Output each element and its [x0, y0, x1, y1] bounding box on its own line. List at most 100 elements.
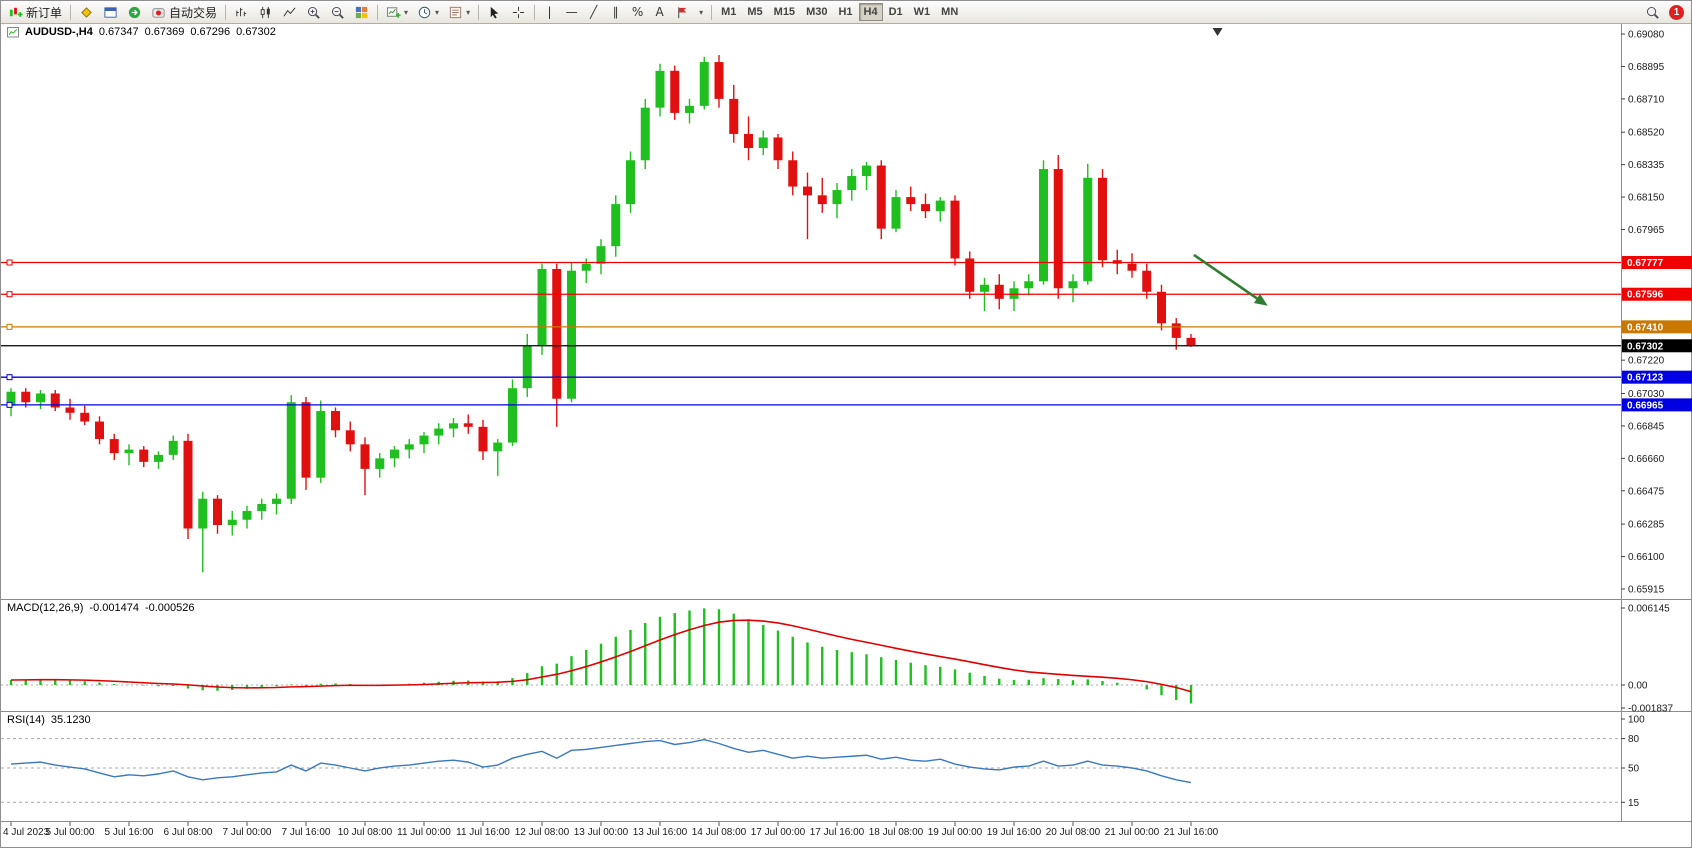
- autotrade-button[interactable]: 自动交易: [147, 3, 221, 22]
- trendline-icon: ╱: [589, 5, 598, 19]
- shapes-button[interactable]: ▾: [695, 3, 707, 22]
- tab-timeframe-mn[interactable]: MN: [936, 3, 963, 21]
- price-tick-label: 0.66660: [1628, 454, 1665, 465]
- crosshair-button[interactable]: [507, 3, 530, 22]
- autotrade-label: 自动交易: [169, 5, 218, 20]
- time-axis[interactable]: [10, 822, 1192, 826]
- caret-down-icon: ▾: [699, 7, 704, 17]
- cursor-button[interactable]: [483, 3, 506, 22]
- horizontal-line-button[interactable]: —: [561, 3, 582, 22]
- toolbar-separator: [377, 4, 379, 20]
- time-tick-label: 17 Jul 00:00: [751, 827, 806, 838]
- fibonacci-icon: %: [631, 5, 644, 19]
- tab-timeframe-d1[interactable]: D1: [884, 3, 908, 21]
- indicators-button[interactable]: ▾: [382, 3, 412, 22]
- time-tick-label: 7 Jul 16:00: [282, 827, 331, 838]
- tab-timeframe-m5[interactable]: M5: [742, 3, 767, 21]
- vertical-line-button[interactable]: |: [539, 3, 560, 22]
- macd-histogram: [9, 608, 1193, 704]
- price-tick-label: 0.67965: [1628, 225, 1665, 236]
- price-tag: [1622, 320, 1692, 334]
- price-tick-label: 0.66100: [1628, 552, 1665, 563]
- line-anchor[interactable]: [6, 291, 13, 298]
- periods-button[interactable]: ▾: [413, 3, 443, 22]
- vertical-line-icon: |: [547, 5, 552, 19]
- price-tick-label: 0.69080: [1628, 30, 1665, 41]
- svg-text:0.67302: 0.67302: [1627, 341, 1664, 352]
- price-tag: [1622, 370, 1692, 384]
- time-tick-label: 11 Jul 16:00: [456, 827, 510, 838]
- caret-down-icon: ▾: [435, 7, 440, 17]
- autotrade-icon: [152, 7, 165, 18]
- price-tick-label: 0.65915: [1628, 585, 1665, 596]
- navigator-button[interactable]: [123, 3, 146, 22]
- channel-button[interactable]: ∥: [605, 3, 626, 22]
- time-tick-label: 4 Jul 2023: [3, 827, 50, 838]
- rsi-tick-label: 15: [1628, 798, 1640, 809]
- macd-tick-label: 0.006145: [1628, 604, 1670, 615]
- shift-marker-icon[interactable]: [1212, 28, 1223, 36]
- time-tick-label: 13 Jul 16:00: [633, 827, 688, 838]
- zoom-out-button[interactable]: [326, 3, 349, 22]
- candlestick-chart-icon: [260, 6, 270, 18]
- rsi-tick-label: 100: [1628, 715, 1645, 726]
- line-chart-button[interactable]: [278, 3, 301, 22]
- zoom-in-icon: [307, 6, 320, 19]
- arrow-annotation[interactable]: [1193, 253, 1268, 306]
- label-tool-button[interactable]: [671, 3, 694, 22]
- candles[interactable]: [6, 55, 1196, 573]
- toolbar-separator: [534, 4, 536, 20]
- rsi-tick-label: 80: [1628, 734, 1640, 745]
- clock-icon: [418, 6, 431, 18]
- new-order-button[interactable]: 新订单: [4, 3, 66, 22]
- trendline-button[interactable]: ╱: [583, 3, 604, 22]
- tab-timeframe-m15[interactable]: M15: [769, 3, 800, 21]
- search-button[interactable]: [1641, 3, 1664, 22]
- tile-windows-button[interactable]: [350, 3, 373, 22]
- data-window-button[interactable]: [99, 3, 122, 22]
- time-tick-label: 11 Jul 00:00: [397, 827, 451, 838]
- tab-timeframe-m30[interactable]: M30: [801, 3, 832, 21]
- line-anchor[interactable]: [6, 323, 13, 330]
- toolbar-separator: [711, 4, 713, 20]
- horizontal-line-icon: —: [565, 5, 578, 19]
- templates-button[interactable]: ▾: [444, 3, 474, 22]
- zoom-in-button[interactable]: [302, 3, 325, 22]
- time-tick-label: 5 Jul 00:00: [46, 827, 95, 838]
- tab-timeframe-h1[interactable]: H1: [833, 3, 857, 21]
- price-tick-label: 0.68335: [1628, 160, 1665, 171]
- tab-timeframe-m1[interactable]: M1: [716, 3, 741, 21]
- chart-plus-icon: [386, 6, 401, 18]
- macd-tick-label: 0.00: [1628, 681, 1648, 692]
- line-anchor[interactable]: [6, 259, 13, 266]
- macd-tick-label: -0.001837: [1628, 704, 1673, 715]
- time-tick-label: 19 Jul 00:00: [928, 827, 983, 838]
- line-anchor[interactable]: [6, 401, 13, 408]
- candlestick-chart-button[interactable]: [254, 3, 277, 22]
- tab-timeframe-w1[interactable]: W1: [909, 3, 936, 21]
- time-tick-label: 5 Jul 16:00: [105, 827, 154, 838]
- cursor-icon: [490, 6, 499, 18]
- price-tick-label: 0.66475: [1628, 486, 1665, 497]
- time-tick-label: 6 Jul 08:00: [164, 827, 213, 838]
- new-order-label: 新订单: [26, 5, 63, 20]
- price-tick-label: 0.68895: [1628, 62, 1665, 73]
- text-tool-button[interactable]: A: [649, 3, 670, 22]
- time-tick-label: 21 Jul 16:00: [1164, 827, 1219, 838]
- time-tick-label: 19 Jul 16:00: [987, 827, 1042, 838]
- bar-chart-button[interactable]: [230, 3, 253, 22]
- fibonacci-button[interactable]: %: [627, 3, 648, 22]
- market-watch-button[interactable]: [75, 3, 98, 22]
- svg-text:0.67777: 0.67777: [1627, 258, 1664, 269]
- time-tick-label: 17 Jul 16:00: [810, 827, 865, 838]
- line-anchor[interactable]: [6, 374, 13, 381]
- svg-text:0.66965: 0.66965: [1627, 400, 1664, 411]
- search-icon: [1646, 6, 1659, 19]
- notification-badge[interactable]: 1: [1669, 4, 1684, 20]
- time-tick-label: 18 Jul 08:00: [869, 827, 924, 838]
- tab-timeframe-h4[interactable]: H4: [858, 3, 883, 21]
- macd-signal-line: [10, 619, 1192, 693]
- window-icon: [104, 6, 117, 18]
